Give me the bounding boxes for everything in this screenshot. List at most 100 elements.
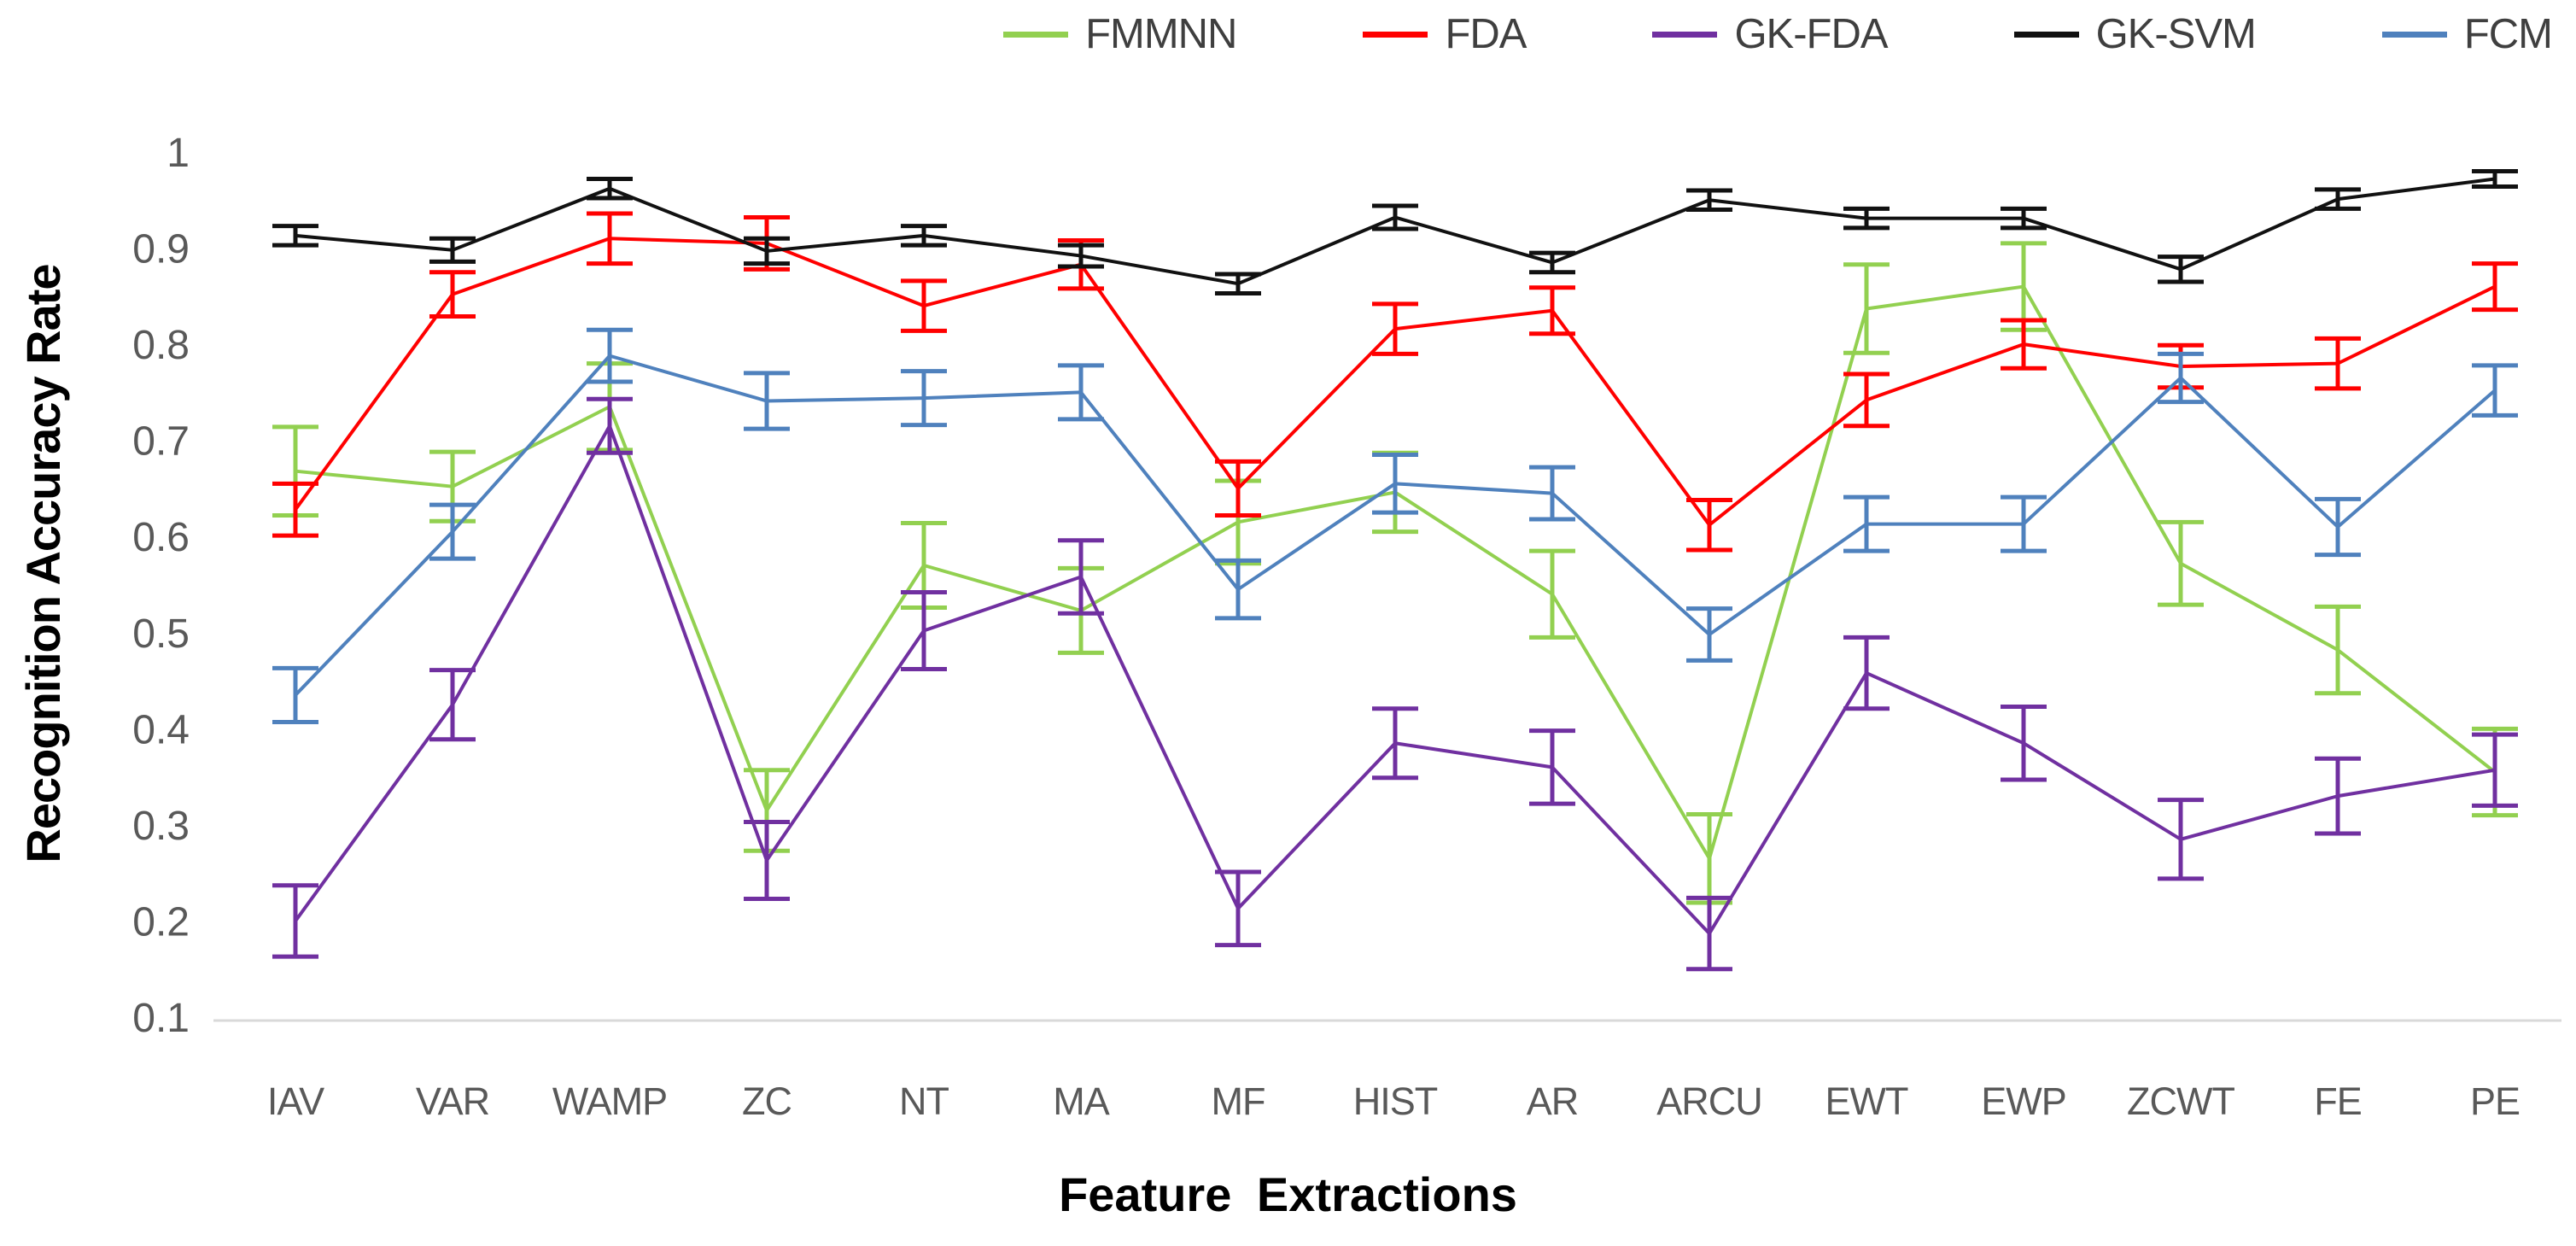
error-bar-fcm [1843,494,1890,553]
error-bar-fcm [272,665,318,724]
legend-label: GK-FDA [1734,11,1888,57]
error-bar-gk-svm [272,224,318,248]
error-bar-fmmnn [1843,262,1890,355]
x-tick-label: VAR [416,1079,489,1123]
x-tick-label: HIST [1353,1079,1438,1123]
error-bar-gk-fda [1372,706,1418,781]
error-bar-gk-fda [2001,704,2047,782]
error-bar-gk-svm [901,224,947,248]
error-bar-gk-svm [429,236,476,264]
error-bar-fcm [1215,558,1261,621]
error-bar-fcm [1529,465,1575,522]
error-bar-fda [1215,459,1261,518]
error-bar-gk-svm [744,236,790,266]
error-bar-gk-fda [587,396,633,455]
error-bar-gk-svm [1529,250,1575,275]
error-bar-fcm [1372,453,1418,515]
y-tick-label: 0.5 [132,611,190,657]
error-bar-gk-fda [901,590,947,672]
error-bar-fmmnn [1529,548,1575,640]
error-bar-fcm [901,369,947,428]
x-tick-label: PE [2470,1079,2520,1123]
error-bar-fda [1686,497,1732,553]
legend-swatch-fcm [2381,31,2447,38]
error-bar-fcm [2001,494,2047,553]
error-bar-fda [1529,285,1575,336]
y-tick-label: 0.8 [132,323,190,368]
error-bar-gk-fda [272,883,318,959]
error-bar-gk-svm [1215,272,1261,295]
error-bar-fda [587,211,633,266]
legend-item-gk-svm: GK-SVM [2013,10,2257,58]
error-bar-fda [1372,301,1418,356]
error-bar-fda [901,278,947,333]
error-bar-gk-svm [1058,243,1104,269]
y-tick-label: 1 [166,131,190,176]
legend-item-fda: FDA [1363,10,1527,58]
error-bar-gk-svm [587,177,633,201]
y-tick-label: 0.7 [132,419,190,465]
legend-item-fcm: FCM [2381,10,2553,58]
legend-label: FCM [2463,11,2553,57]
y-tick-label: 0.9 [132,227,190,272]
error-bar-gk-fda [1215,869,1261,948]
x-tick-label: IAV [267,1079,324,1123]
error-bar-gk-fda [429,668,476,742]
x-tick-label: EWP [1981,1079,2066,1123]
error-bar-gk-svm [1843,206,1890,231]
error-bar-fda [272,481,318,538]
error-bar-gk-svm [2472,169,2518,190]
x-tick-label: NT [899,1079,949,1123]
x-axis-title: Feature Extractions [1059,1167,1517,1221]
x-tick-label: ZCWT [2127,1079,2234,1123]
x-tick-label: ZC [742,1079,791,1123]
error-bar-gk-svm [2001,206,2047,231]
y-tick-label: 0.6 [132,515,190,560]
error-bar-gk-fda [1843,635,1890,711]
x-tick-label: MF [1212,1079,1265,1123]
legend-swatch-fda [1363,31,1428,38]
x-tick-label: EWT [1825,1079,1908,1123]
y-tick-label: 0.3 [132,804,190,849]
legend-item-fmmnn: FMMNN [1003,10,1237,58]
chart-legend: FMMNN FDA GK-FDA GK-SVM FCM [1003,10,2553,58]
legend-item-gk-fda: GK-FDA [1652,10,1889,58]
x-tick-label: FE [2314,1079,2362,1123]
error-bar-fmmnn [2315,604,2361,696]
legend-label: GK-SVM [2095,11,2257,57]
error-bar-gk-fda [1686,895,1732,972]
error-bar-fcm [587,327,633,384]
legend-label: FMMNN [1085,11,1237,57]
error-bar-fcm [429,502,476,561]
error-bar-gk-svm [1686,188,1732,213]
error-bar-gk-fda [744,820,790,902]
error-bar-fcm [2158,351,2204,405]
error-bar-fcm [1058,363,1104,422]
error-bar-gk-svm [2315,187,2361,211]
error-bar-gk-svm [1372,203,1418,231]
legend-swatch-fmmnn [1003,31,1069,38]
x-tick-label: ARCU [1656,1079,1762,1123]
y-tick-label: 0.1 [132,996,190,1041]
error-bar-fcm [1686,606,1732,663]
error-bar-fcm [744,371,790,431]
error-bar-fmmnn [1686,812,1732,905]
legend-swatch-gk-fda [1652,31,1718,38]
error-bar-fcm [2315,496,2361,558]
error-bar-fda [2001,318,2047,371]
error-bar-fda [429,270,476,319]
error-bar-fcm [2472,363,2518,418]
error-bar-gk-fda [1529,728,1575,806]
legend-label: FDA [1445,11,1527,57]
series-line-gk-svm [295,177,2496,286]
x-tick-label: AR [1527,1079,1579,1123]
x-tick-label: MA [1053,1079,1109,1123]
error-bar-fda [1843,371,1890,429]
error-bar-gk-svm [2158,254,2204,284]
error-bar-gk-fda [1058,538,1104,616]
legend-swatch-gk-svm [2013,31,2079,38]
error-bar-gk-fda [2315,756,2361,836]
error-bar-gk-fda [2158,798,2204,881]
y-tick-label: 0.4 [132,707,190,752]
y-tick-label: 0.2 [132,899,190,945]
